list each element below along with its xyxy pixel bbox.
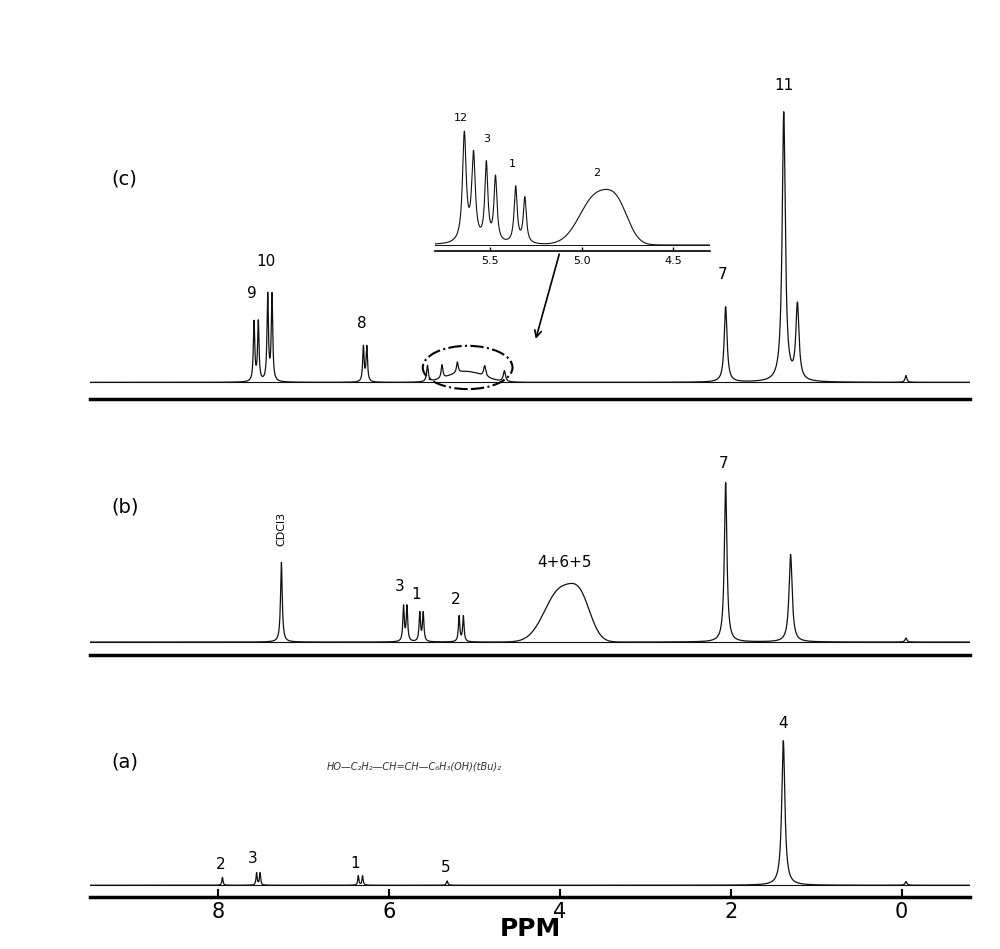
Text: (b): (b) [111, 497, 139, 516]
Text: 7: 7 [719, 456, 729, 472]
Text: 1: 1 [350, 856, 360, 871]
Text: 9: 9 [247, 287, 257, 301]
Text: 12: 12 [454, 113, 468, 123]
Text: 3: 3 [394, 579, 404, 594]
Text: 2: 2 [216, 857, 226, 872]
Text: 2: 2 [593, 168, 600, 177]
Text: 3: 3 [483, 134, 490, 144]
Text: 1: 1 [509, 158, 516, 169]
Text: 10: 10 [256, 253, 276, 269]
Text: PPM: PPM [499, 918, 561, 941]
Text: (a): (a) [111, 753, 138, 772]
Text: 1: 1 [412, 587, 421, 603]
Text: CDCl3: CDCl3 [276, 512, 286, 547]
Text: 4+6+5: 4+6+5 [537, 555, 591, 570]
Text: 3: 3 [248, 851, 258, 866]
Text: 2: 2 [451, 592, 460, 607]
Text: (c): (c) [111, 170, 137, 189]
Text: HO—C₂H₂—CH=CH—C₆H₃(OH)(tBu)₂: HO—C₂H₂—CH=CH—C₆H₃(OH)(tBu)₂ [327, 762, 502, 772]
Text: 11: 11 [774, 78, 793, 93]
Text: 8: 8 [357, 316, 367, 331]
Text: 5: 5 [441, 860, 450, 875]
Text: 7: 7 [717, 268, 727, 282]
Text: 4: 4 [779, 716, 788, 731]
